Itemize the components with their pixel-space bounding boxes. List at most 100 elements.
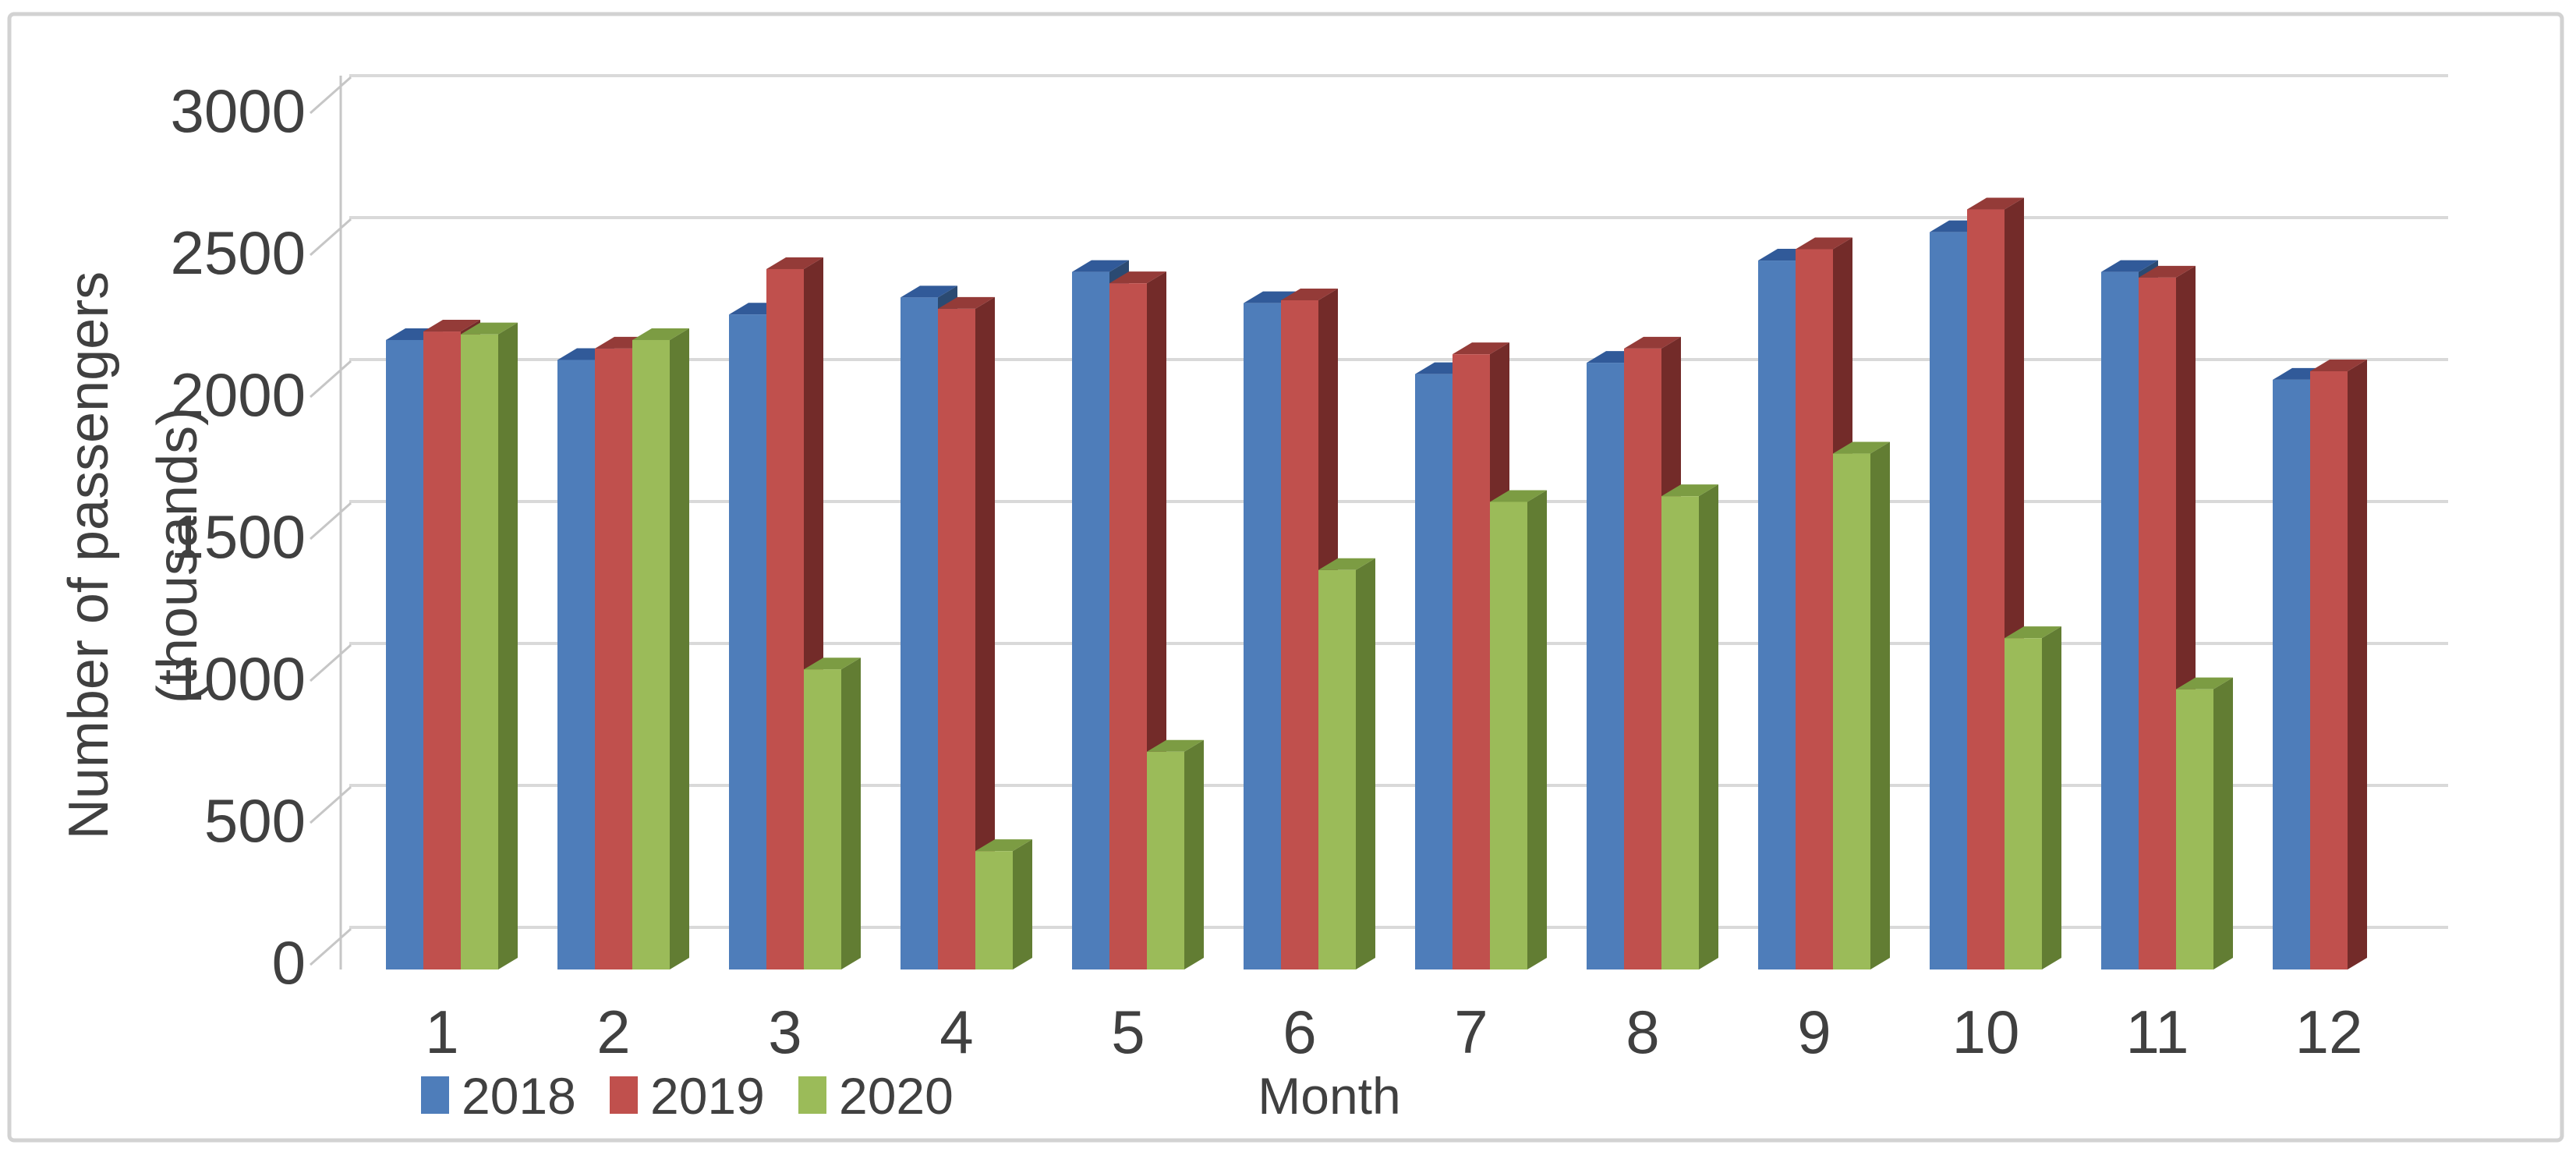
bar-front-face bbox=[1758, 261, 1796, 969]
bar-top-face bbox=[1661, 484, 1718, 497]
x-axis-title: Month bbox=[1258, 1067, 1400, 1125]
bar-side-face bbox=[1699, 484, 1718, 969]
bar-front-face bbox=[901, 297, 938, 969]
bar-side-face bbox=[1184, 739, 1204, 969]
bar-group-month-8 bbox=[1587, 336, 1718, 970]
bar-2020-month-8 bbox=[1661, 484, 1718, 969]
bar-front-face bbox=[1930, 232, 1967, 969]
bar-group-month-6 bbox=[1244, 289, 1375, 969]
legend-label-2019: 2019 bbox=[650, 1067, 765, 1125]
y-tick-label-2500: 2500 bbox=[170, 218, 306, 287]
bar-top-face bbox=[1244, 291, 1300, 303]
month-label-3: 3 bbox=[768, 998, 801, 1066]
bar-2020-month-2 bbox=[632, 328, 689, 970]
month-label-1: 1 bbox=[425, 998, 458, 1066]
bar-side-face bbox=[1356, 558, 1375, 969]
bar-front-face bbox=[938, 308, 975, 969]
bar-front-face bbox=[975, 851, 1013, 969]
bar-front-face bbox=[804, 669, 841, 969]
legend: 2018 2019 2020 bbox=[421, 1067, 954, 1125]
legend-swatch-2018 bbox=[421, 1076, 449, 1114]
y-axis-title-line1: Number of passengers bbox=[58, 271, 120, 839]
bar-group-month-4 bbox=[901, 285, 1032, 969]
bar-top-face bbox=[1318, 558, 1375, 570]
gridlines bbox=[349, 74, 2448, 929]
legend-swatch-2020 bbox=[798, 1076, 826, 1114]
bar-top-face bbox=[1147, 739, 1204, 752]
bar-top-face bbox=[1833, 441, 1890, 454]
bar-2020-month-5 bbox=[1147, 739, 1204, 969]
bar-front-face bbox=[423, 331, 461, 969]
bar-front-face bbox=[557, 360, 595, 969]
y-tick-label-500: 500 bbox=[204, 786, 306, 855]
bar-2020-month-1 bbox=[461, 322, 518, 969]
legend-label-2018: 2018 bbox=[462, 1067, 576, 1125]
bar-front-face bbox=[461, 334, 498, 969]
bar-front-face bbox=[1967, 209, 2005, 969]
bar-top-face bbox=[2310, 360, 2367, 371]
bar-top-face bbox=[1109, 271, 1166, 284]
bar-group-month-12 bbox=[2273, 360, 2367, 969]
bar-front-face bbox=[1147, 751, 1184, 969]
bar-front-face bbox=[2273, 379, 2310, 969]
legend-entry-2020: 2020 bbox=[798, 1067, 954, 1125]
bar-top-face bbox=[461, 322, 518, 335]
bar-front-face bbox=[2310, 371, 2348, 969]
bar-top-face bbox=[938, 296, 995, 309]
bar-2019-month-4 bbox=[938, 296, 995, 969]
bar-side-face bbox=[2213, 677, 2233, 969]
bar-2020-month-10 bbox=[2005, 626, 2061, 969]
bar-top-face bbox=[632, 328, 689, 340]
bar-top-face bbox=[766, 257, 823, 269]
bar-2020-month-11 bbox=[2176, 677, 2233, 969]
bar-front-face bbox=[632, 339, 670, 970]
bar-group-month-5 bbox=[1072, 260, 1204, 970]
bar-top-face bbox=[2005, 626, 2061, 639]
bar-2019-month-12 bbox=[2310, 360, 2367, 969]
x-axis-tick-labels: 1 2 3 4 5 6 7 8 9 10 11 12 bbox=[425, 998, 2362, 1066]
legend-swatch-2019 bbox=[610, 1076, 638, 1114]
bar-group-month-9 bbox=[1758, 237, 1890, 970]
month-label-12: 12 bbox=[2295, 998, 2363, 1066]
bar-top-face bbox=[1796, 237, 1852, 250]
y-tick-mark-2000 bbox=[310, 360, 352, 399]
bar-group-month-10 bbox=[1930, 197, 2061, 969]
y-tick-mark-3000 bbox=[310, 76, 352, 115]
bar-side-face bbox=[2042, 626, 2061, 969]
bar-front-face bbox=[729, 314, 766, 969]
bar-group-month-3 bbox=[729, 257, 861, 970]
bar-front-face bbox=[1318, 569, 1356, 969]
bar-front-face bbox=[1244, 303, 1281, 969]
bar-front-face bbox=[1453, 354, 1490, 969]
bar-top-face bbox=[1453, 342, 1509, 355]
bar-front-face bbox=[2101, 271, 2139, 970]
bar-side-face bbox=[975, 296, 995, 969]
bar-side-face bbox=[1870, 441, 1890, 969]
bar-top-face bbox=[1281, 289, 1338, 300]
bar-side-face bbox=[1527, 490, 1547, 969]
bar-top-face bbox=[804, 658, 861, 670]
bar-side-face bbox=[670, 328, 689, 970]
month-label-11: 11 bbox=[2126, 998, 2189, 1066]
month-label-10: 10 bbox=[1952, 998, 2020, 1066]
month-label-8: 8 bbox=[1626, 998, 1659, 1066]
bar-front-face bbox=[2005, 638, 2042, 969]
bar-front-face bbox=[386, 339, 423, 970]
bar-front-face bbox=[1624, 348, 1661, 969]
bar-2020-month-6 bbox=[1318, 558, 1375, 969]
month-label-6: 6 bbox=[1283, 998, 1316, 1066]
bar-top-face bbox=[2101, 260, 2158, 272]
y-tick-label-1000: 1000 bbox=[170, 644, 306, 713]
y-tick-mark-500 bbox=[310, 785, 352, 824]
bar-2020-month-3 bbox=[804, 658, 861, 969]
bar-front-face bbox=[1109, 283, 1147, 969]
axis-lines bbox=[310, 76, 352, 969]
figure-border bbox=[7, 12, 2564, 1143]
bar-front-face bbox=[2176, 689, 2213, 969]
bar-top-face bbox=[2139, 265, 2196, 278]
y-tick-label-0: 0 bbox=[272, 928, 306, 997]
bar-front-face bbox=[1587, 363, 1624, 970]
bar-top-face bbox=[423, 320, 480, 332]
